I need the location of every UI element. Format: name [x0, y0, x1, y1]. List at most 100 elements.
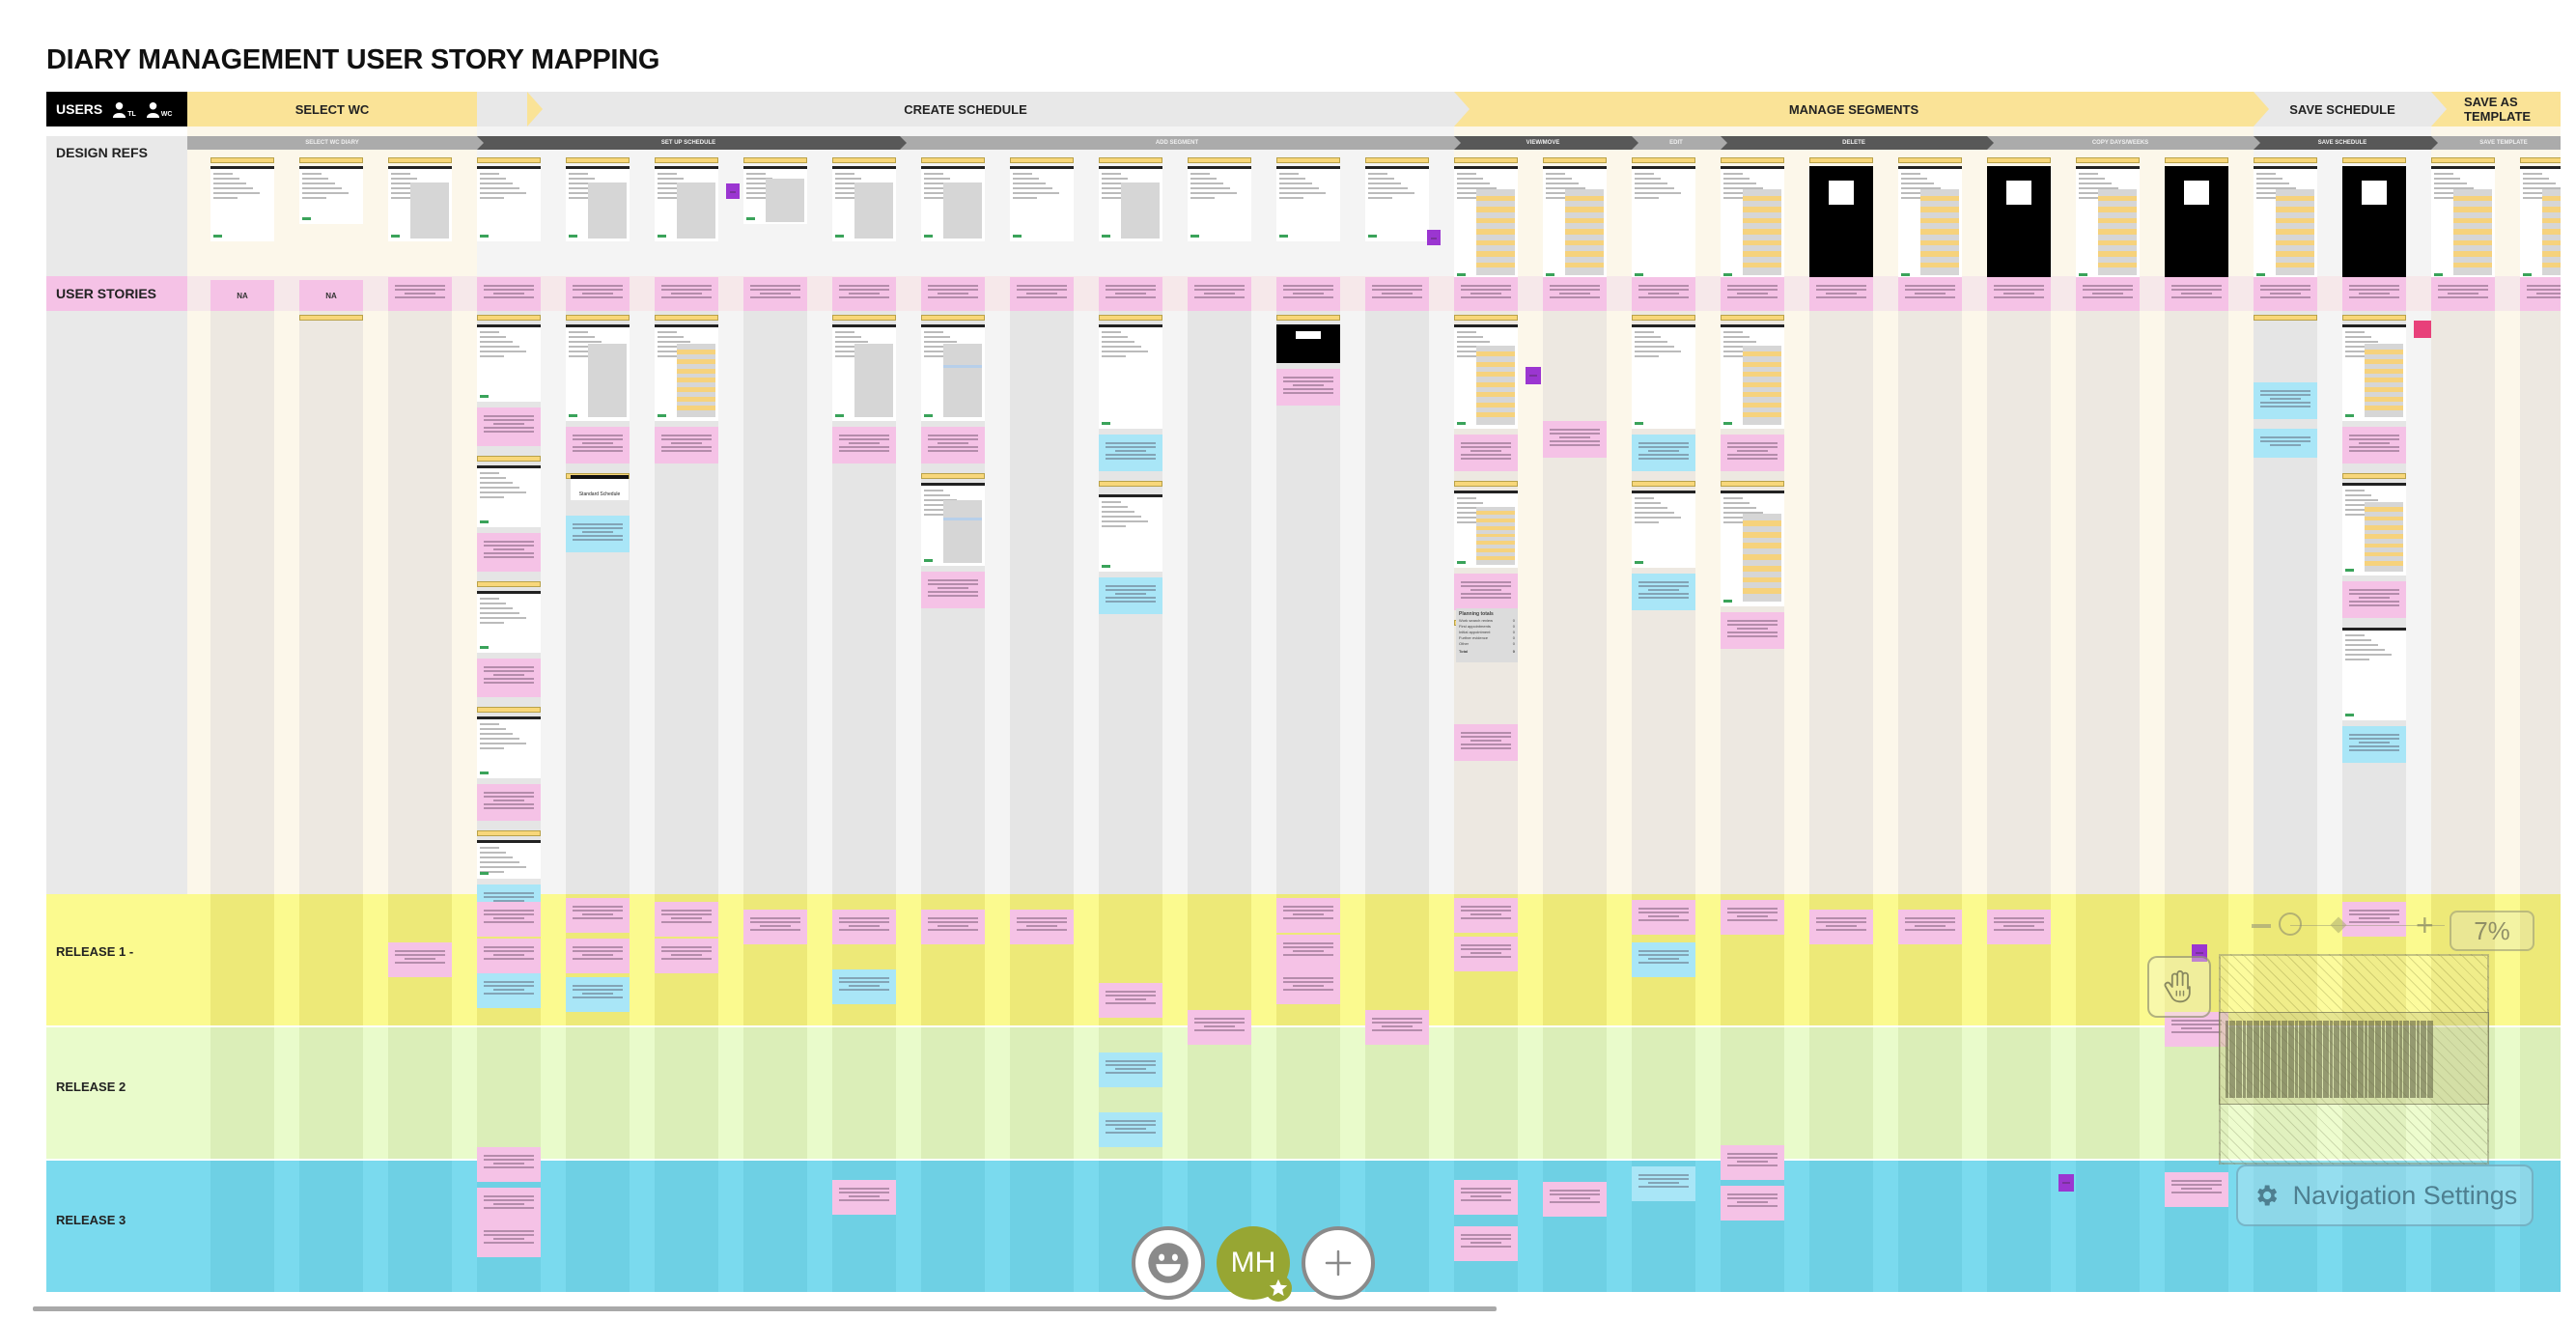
screen-label-tag[interactable]	[299, 315, 363, 321]
story-card[interactable]	[1543, 1182, 1607, 1217]
design-screenshot[interactable]	[1721, 324, 1784, 429]
step-add-segment[interactable]: ADD SEGMENT	[900, 136, 1454, 150]
activity-save-schedule[interactable]: SAVE SCHEDULE	[2254, 92, 2431, 126]
screen-label-tag[interactable]	[832, 157, 896, 163]
screen-label-tag[interactable]	[832, 315, 896, 321]
story-card[interactable]	[1188, 277, 1251, 311]
screen-label-tag[interactable]	[2254, 315, 2317, 321]
story-card[interactable]	[2165, 1012, 2228, 1047]
design-screenshot[interactable]	[2342, 483, 2406, 575]
step-set-up-schedule[interactable]: SET UP SCHEDULE	[477, 136, 900, 150]
note-card[interactable]	[477, 973, 541, 1008]
design-screenshot[interactable]	[2342, 628, 2406, 720]
screen-label-tag[interactable]	[1721, 481, 1784, 487]
design-screenshot[interactable]	[477, 591, 541, 653]
story-card[interactable]	[2342, 581, 2406, 618]
story-card[interactable]	[655, 902, 718, 937]
screen-label-tag[interactable]	[477, 456, 541, 462]
zoom-in-button[interactable]: +	[2416, 908, 2434, 942]
story-card[interactable]	[1632, 900, 1695, 935]
activity-manage-segments[interactable]: MANAGE SEGMENTS	[1454, 92, 2254, 126]
story-card[interactable]	[921, 910, 985, 944]
activity-select-wc[interactable]: SELECT WC	[187, 92, 477, 126]
design-screenshot[interactable]	[1721, 491, 1784, 606]
screen-label-tag[interactable]	[1454, 157, 1518, 163]
note-card[interactable]	[1099, 577, 1162, 614]
navigation-settings-button[interactable]: Navigation Settings	[2236, 1165, 2534, 1226]
story-card[interactable]	[1898, 910, 1962, 944]
story-card[interactable]	[832, 1180, 896, 1215]
design-screenshot[interactable]	[477, 324, 541, 402]
design-screenshot[interactable]	[2254, 166, 2317, 280]
comment-card[interactable]	[1526, 367, 1541, 384]
screen-label-tag[interactable]	[1987, 157, 2051, 163]
screen-label-tag[interactable]	[921, 157, 985, 163]
story-card[interactable]	[1721, 1145, 1784, 1180]
story-card[interactable]	[477, 1147, 541, 1182]
screen-label-tag[interactable]	[2342, 473, 2406, 479]
story-card[interactable]	[2254, 277, 2317, 311]
design-screenshot[interactable]	[921, 166, 985, 241]
design-screenshot[interactable]	[2165, 166, 2228, 280]
step-delete[interactable]: DELETE	[1721, 136, 1987, 150]
story-card[interactable]	[921, 572, 985, 608]
design-screenshot[interactable]	[566, 166, 630, 241]
zoom-slider-track[interactable]	[2290, 925, 2445, 926]
story-card[interactable]	[566, 277, 630, 311]
story-card[interactable]	[1099, 983, 1162, 1018]
story-card[interactable]	[655, 939, 718, 973]
design-screenshot[interactable]	[655, 166, 718, 241]
screen-label-tag[interactable]	[921, 473, 985, 479]
step-edit[interactable]: EDIT	[1632, 136, 1721, 150]
note-card[interactable]	[2254, 382, 2317, 419]
story-card[interactable]	[1632, 277, 1695, 311]
story-card[interactable]	[1721, 435, 1784, 471]
screen-label-tag[interactable]	[743, 157, 807, 163]
design-screenshot[interactable]	[1898, 166, 1962, 280]
step-save-template[interactable]: SAVE TEMPLATE	[2431, 136, 2576, 150]
note-card[interactable]	[566, 977, 630, 1012]
story-card[interactable]	[2342, 902, 2406, 937]
design-screenshot[interactable]	[1632, 324, 1695, 429]
story-card[interactable]	[388, 277, 452, 311]
story-card[interactable]	[1276, 935, 1340, 969]
story-card[interactable]	[2165, 1172, 2228, 1207]
planning-totals-card[interactable]: Planning totals Work search review 0 First…	[1456, 608, 1518, 662]
screen-label-tag[interactable]	[1809, 157, 1873, 163]
comment-card[interactable]	[1427, 230, 1441, 245]
screen-label-tag[interactable]	[477, 315, 541, 321]
story-card[interactable]	[1365, 277, 1429, 311]
activity-save-as-template[interactable]: SAVE AS TEMPLATE	[2431, 92, 2576, 126]
design-screenshot[interactable]	[1365, 166, 1429, 241]
story-card[interactable]	[1454, 937, 1518, 971]
story-card[interactable]	[1898, 277, 1962, 311]
screen-label-tag[interactable]	[2342, 315, 2406, 321]
design-screenshot[interactable]	[2076, 166, 2140, 280]
screen-label-tag[interactable]	[655, 315, 718, 321]
story-card[interactable]	[1721, 277, 1784, 311]
emoji-reaction-button[interactable]	[1132, 1226, 1205, 1300]
design-screenshot[interactable]	[299, 166, 363, 224]
story-card[interactable]	[477, 784, 541, 821]
screen-label-tag[interactable]	[1632, 315, 1695, 321]
design-screenshot[interactable]	[477, 840, 541, 879]
design-screenshot[interactable]	[477, 465, 541, 527]
screen-label-tag[interactable]	[1454, 481, 1518, 487]
screen-label-tag[interactable]	[299, 157, 363, 163]
screen-label-tag[interactable]	[1010, 157, 1074, 163]
story-card[interactable]	[477, 939, 541, 973]
story-card[interactable]	[921, 427, 985, 463]
story-card[interactable]	[477, 1222, 541, 1257]
screen-label-tag[interactable]	[1454, 315, 1518, 321]
story-card[interactable]	[388, 942, 452, 977]
note-card[interactable]	[1632, 574, 1695, 610]
note-card[interactable]	[1099, 1052, 1162, 1087]
story-card[interactable]	[1188, 1010, 1251, 1045]
story-card[interactable]	[832, 910, 896, 944]
screen-label-tag[interactable]	[1632, 481, 1695, 487]
story-card[interactable]	[566, 939, 630, 973]
screen-label-tag[interactable]	[566, 315, 630, 321]
story-card[interactable]	[1454, 574, 1518, 610]
note-card[interactable]	[566, 516, 630, 552]
